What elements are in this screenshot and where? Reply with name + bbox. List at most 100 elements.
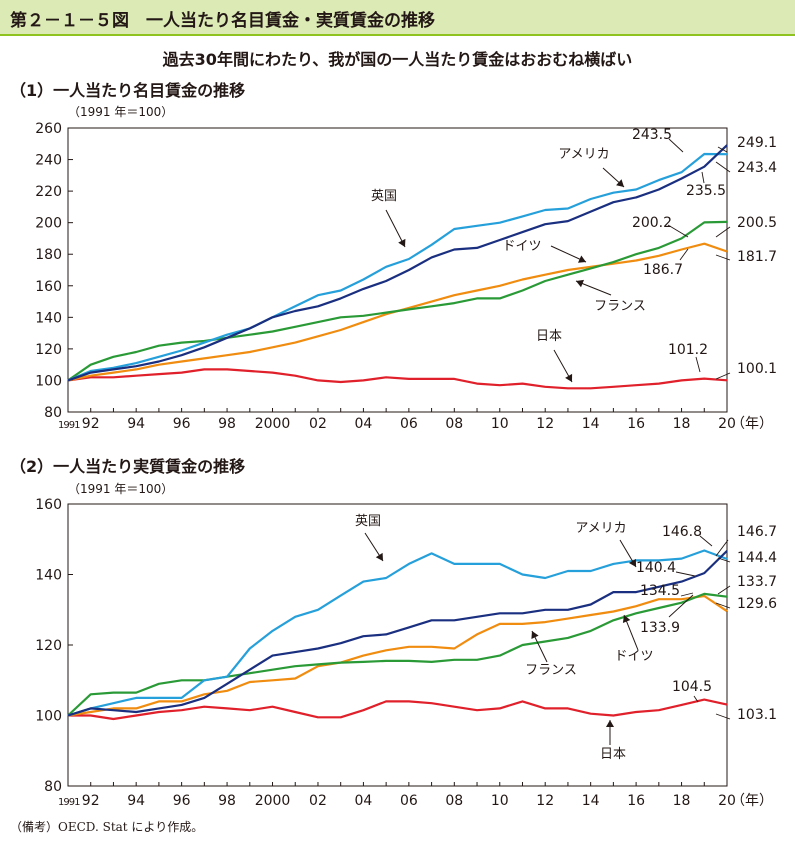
- series-label-france: フランス: [594, 299, 646, 314]
- x-axis-unit: （年）: [731, 416, 773, 432]
- arrowhead: [622, 615, 631, 623]
- figure-title-bar: 第２－１－５図 一人当たり名目賃金・実質賃金の推移: [0, 0, 795, 36]
- x-tick-label: 18: [673, 416, 691, 432]
- nominal-panel-heading: （1）一人当たり名目賃金の推移: [10, 81, 246, 100]
- leader-line: [699, 535, 713, 547]
- leader-line: [668, 594, 694, 618]
- y-tick-label: 220: [35, 184, 62, 200]
- y-tick-label: 100: [35, 373, 62, 389]
- data-label-japan: 104.5: [672, 679, 712, 695]
- x-tick-label: 16: [627, 793, 645, 809]
- source-note: （備考）OECD. Stat により作成。: [10, 820, 204, 834]
- y-tick-label: 200: [35, 216, 62, 232]
- series-label-japan: 日本: [536, 329, 562, 344]
- y-tick-label: 120: [35, 638, 62, 654]
- x-tick-label: 98: [218, 416, 236, 432]
- x-tick-label: 14: [582, 416, 600, 432]
- data-label-usa: 249.1: [737, 135, 777, 151]
- series-label-japan: 日本: [600, 747, 626, 762]
- x-tick-label: 10: [491, 416, 509, 432]
- x-tick-label: 92: [82, 793, 100, 809]
- x-tick-label: 2000: [255, 416, 291, 432]
- leader-line: [668, 138, 684, 153]
- x-tick-label: 18: [673, 793, 691, 809]
- data-label-france: 186.7: [643, 262, 683, 278]
- x-tick-label: 94: [127, 793, 145, 809]
- nominal-wage-chart: 80 100 120 140 160 180 200 220 240 260 1991 92 94 96 9…: [35, 121, 777, 432]
- series-label-usa: アメリカ: [575, 521, 626, 536]
- leader-line: [715, 161, 731, 173]
- data-label-france: 181.7: [737, 249, 777, 265]
- plot-frame: [67, 503, 728, 787]
- arrowhead: [565, 373, 573, 382]
- real-wage-chart: 80 100 120 140 160 1991 92 94 96 98 2000 02 04 06 08 10…: [35, 497, 777, 809]
- y-tick-label: 240: [35, 153, 62, 169]
- x-tick-label: 04: [354, 416, 372, 432]
- x-tick-label: 04: [354, 793, 372, 809]
- plot-frame: [67, 127, 728, 413]
- arrowhead: [629, 558, 636, 567]
- series-line-japan: [67, 368, 728, 390]
- data-label-uk: 243.5: [632, 127, 672, 143]
- x-tick-label: 98: [218, 793, 236, 809]
- leader-line: [715, 226, 731, 238]
- arrowhead: [375, 552, 383, 561]
- x-axis-unit: （年）: [731, 793, 773, 809]
- leader-line: [715, 602, 731, 609]
- series-line-germany: [67, 592, 728, 717]
- series-label-uk: 英国: [355, 514, 381, 529]
- x-tick-label: 06: [400, 416, 418, 432]
- data-label-uk: 144.4: [737, 550, 777, 566]
- leader-line: [693, 695, 699, 703]
- x-tick-label: 2000: [255, 793, 291, 809]
- x-tick-label: 08: [445, 793, 463, 809]
- x-tick-label: 94: [127, 416, 145, 432]
- y-tick-label: 160: [35, 279, 62, 295]
- data-label-japan: 100.1: [737, 361, 777, 377]
- x-tick-label: 08: [445, 416, 463, 432]
- arrowhead: [616, 179, 624, 187]
- y-tick-label: 80: [44, 405, 62, 421]
- x-tick-label: 1991: [58, 797, 80, 808]
- series-label-germany: ドイツ: [502, 239, 541, 254]
- data-label-france: 133.9: [640, 620, 680, 636]
- series-line-usa: [67, 144, 728, 382]
- leader-line: [680, 592, 694, 597]
- y-tick-label: 120: [35, 342, 62, 358]
- figure-subtitle: 過去30年間にわたり、我が国の一人当たり賃金はおおむね横ばい: [162, 50, 633, 69]
- series-line-japan: [68, 698, 728, 721]
- data-label-uk: 243.4: [737, 160, 777, 176]
- data-label-usa: 235.5: [686, 183, 726, 199]
- x-tick-label: 06: [400, 793, 418, 809]
- data-label-japan: 103.1: [737, 707, 777, 723]
- nominal-unit-label: （1991 年＝100）: [68, 105, 174, 119]
- real-panel-heading: （2）一人当たり実質賃金の推移: [10, 457, 246, 476]
- x-tick-label: 96: [173, 793, 191, 809]
- series-label-usa: アメリカ: [558, 147, 609, 162]
- y-tick-label: 100: [35, 709, 62, 725]
- x-tick-label: 16: [627, 416, 645, 432]
- data-label-germany: 200.5: [737, 215, 777, 231]
- series-line-france: [67, 594, 728, 717]
- series-line-uk: [67, 549, 728, 717]
- x-tick-label: 20: [718, 793, 736, 809]
- arrowhead: [578, 255, 586, 263]
- series-label-france: フランス: [525, 663, 577, 678]
- series-line-usa: [67, 550, 728, 717]
- arrowhead: [398, 238, 406, 247]
- y-tick-label: 180: [35, 247, 62, 263]
- x-tick-label: 1991: [58, 420, 80, 431]
- leader-line: [715, 372, 731, 380]
- x-tick-label: 02: [309, 416, 327, 432]
- real-unit-label: （1991 年＝100）: [68, 482, 174, 496]
- leader-line: [701, 171, 705, 184]
- leader-line: [715, 254, 731, 261]
- y-tick-label: 160: [35, 497, 62, 513]
- data-label-uk: 146.8: [662, 524, 702, 540]
- y-tick-label: 260: [35, 121, 62, 137]
- series-label-uk: 英国: [371, 189, 397, 204]
- leader-line: [717, 146, 728, 153]
- series-label-germany: ドイツ: [614, 649, 653, 664]
- leader-line: [667, 224, 689, 238]
- figure-title: 第２－１－５図 一人当たり名目賃金・実質賃金の推移: [10, 11, 435, 31]
